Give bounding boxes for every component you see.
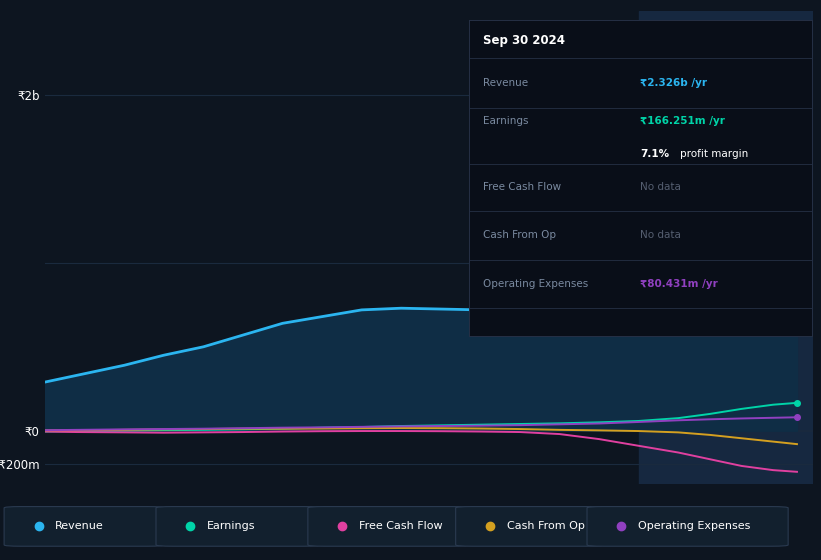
Text: Free Cash Flow: Free Cash Flow [359,521,443,531]
FancyBboxPatch shape [587,507,788,546]
Text: No data: No data [640,183,681,192]
Text: Earnings: Earnings [483,116,528,126]
Text: Operating Expenses: Operating Expenses [483,279,588,289]
Text: profit margin: profit margin [680,149,748,159]
Text: ₹166.251m /yr: ₹166.251m /yr [640,116,725,126]
Text: ₹80.431m /yr: ₹80.431m /yr [640,279,718,289]
Text: ₹2.326b /yr: ₹2.326b /yr [640,78,708,88]
Text: Cash From Op: Cash From Op [483,230,556,240]
Text: 7.1%: 7.1% [640,149,669,159]
FancyBboxPatch shape [4,507,164,546]
FancyBboxPatch shape [456,507,603,546]
Text: Operating Expenses: Operating Expenses [638,521,750,531]
Text: No data: No data [640,230,681,240]
Text: Revenue: Revenue [55,521,103,531]
Text: Free Cash Flow: Free Cash Flow [483,183,561,192]
Bar [639,11,813,484]
FancyBboxPatch shape [156,507,320,546]
Text: Sep 30 2024: Sep 30 2024 [483,34,565,47]
Text: Revenue: Revenue [483,78,528,88]
Text: Cash From Op: Cash From Op [507,521,585,531]
Text: Earnings: Earnings [207,521,255,531]
FancyBboxPatch shape [308,507,468,546]
